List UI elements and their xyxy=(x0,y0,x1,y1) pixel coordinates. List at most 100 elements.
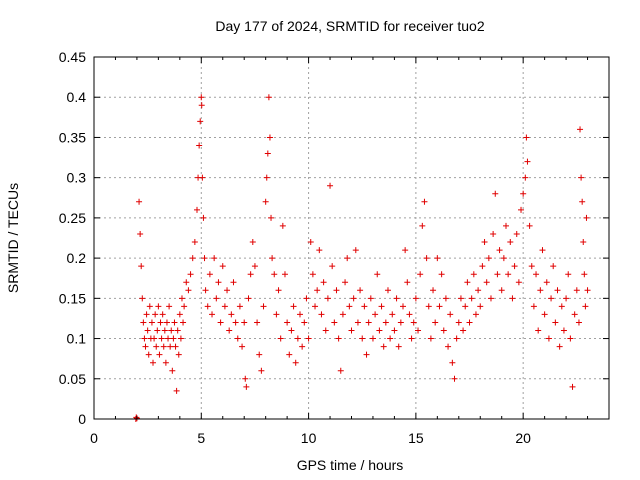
data-point xyxy=(468,295,475,302)
data-point xyxy=(318,311,325,318)
data-point xyxy=(202,287,209,294)
data-point xyxy=(154,327,161,334)
data-point xyxy=(157,319,164,326)
data-point xyxy=(560,327,567,334)
data-point xyxy=(262,198,269,205)
data-point xyxy=(339,311,346,318)
data-point xyxy=(142,343,149,350)
data-point xyxy=(503,222,509,229)
y-tick-label: 0.15 xyxy=(59,290,86,306)
data-point xyxy=(357,287,364,294)
data-point xyxy=(247,271,254,278)
data-point xyxy=(174,327,181,334)
data-point xyxy=(242,375,249,382)
data-point xyxy=(543,279,550,286)
data-point xyxy=(391,327,398,334)
data-point xyxy=(539,247,546,254)
data-points xyxy=(132,94,591,422)
data-point xyxy=(571,311,578,318)
data-point xyxy=(173,387,180,394)
data-point xyxy=(440,327,447,334)
data-point xyxy=(161,327,168,334)
plot-frame xyxy=(93,56,610,420)
y-tick-label: 0.45 xyxy=(59,49,86,65)
data-point xyxy=(168,327,175,334)
data-point xyxy=(513,230,520,237)
data-point xyxy=(143,311,150,318)
data-point xyxy=(170,335,177,342)
data-point xyxy=(320,279,327,286)
data-point xyxy=(442,295,449,302)
x-tick-label: 0 xyxy=(90,430,98,446)
data-point xyxy=(268,214,275,221)
data-point xyxy=(470,271,477,278)
data-point xyxy=(520,190,527,197)
data-point xyxy=(378,303,385,310)
data-point xyxy=(417,271,424,278)
data-point xyxy=(581,271,588,278)
data-point xyxy=(292,359,299,366)
data-point xyxy=(305,335,312,342)
data-point xyxy=(406,311,413,318)
data-point xyxy=(481,239,488,246)
data-point xyxy=(329,263,336,270)
data-point xyxy=(565,271,572,278)
data-point xyxy=(558,303,565,310)
y-tick-label: 0.05 xyxy=(59,371,86,387)
data-point xyxy=(462,303,469,310)
data-point xyxy=(156,351,163,358)
y-tick-label: 0.1 xyxy=(67,331,87,347)
data-point xyxy=(163,319,170,326)
data-point xyxy=(275,287,282,294)
data-point xyxy=(263,174,270,181)
data-point xyxy=(485,255,492,262)
data-point xyxy=(430,287,437,294)
data-point xyxy=(434,255,441,262)
data-point xyxy=(167,343,174,350)
x-tick-labels: 0 5 10 15 20 xyxy=(90,430,531,446)
data-point xyxy=(389,311,396,318)
data-point xyxy=(153,343,160,350)
data-point xyxy=(412,295,419,302)
data-point xyxy=(475,287,482,294)
data-point xyxy=(374,271,381,278)
data-point xyxy=(344,255,351,262)
data-point xyxy=(447,311,454,318)
data-point xyxy=(239,343,246,350)
data-point xyxy=(183,279,190,286)
data-point xyxy=(260,303,267,310)
data-point xyxy=(172,343,179,350)
data-point xyxy=(152,311,159,318)
data-point xyxy=(552,319,559,326)
data-point xyxy=(194,206,200,213)
data-point xyxy=(245,295,252,302)
data-point xyxy=(148,319,155,326)
data-point xyxy=(337,367,344,374)
data-point xyxy=(271,271,278,278)
data-point xyxy=(583,214,590,221)
data-point xyxy=(284,319,291,326)
data-point xyxy=(584,287,591,294)
data-point xyxy=(352,247,359,254)
data-point xyxy=(575,319,582,326)
data-point xyxy=(500,255,507,262)
data-point xyxy=(281,271,288,278)
data-point xyxy=(455,319,462,326)
data-point xyxy=(479,263,486,270)
data-point xyxy=(297,311,303,318)
data-point xyxy=(453,335,460,342)
data-point xyxy=(567,335,574,342)
data-point xyxy=(524,158,531,165)
data-point xyxy=(578,174,585,181)
data-point xyxy=(166,303,173,310)
data-point xyxy=(230,279,237,286)
data-point xyxy=(380,343,387,350)
data-point xyxy=(199,174,206,181)
data-point xyxy=(436,303,443,310)
data-point xyxy=(299,343,306,350)
data-point xyxy=(307,239,314,246)
data-point xyxy=(249,239,256,246)
x-tick-label: 10 xyxy=(301,430,317,446)
data-point xyxy=(266,134,273,141)
data-point xyxy=(365,319,372,326)
